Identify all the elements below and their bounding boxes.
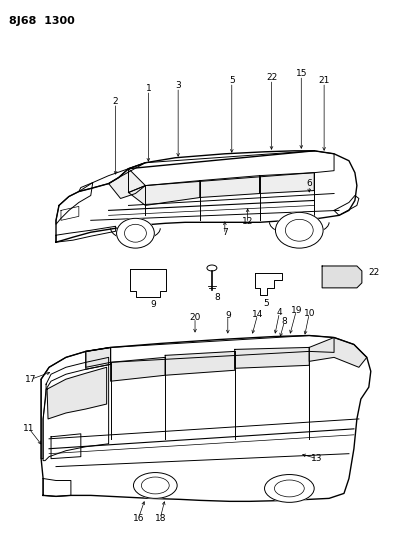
Ellipse shape bbox=[133, 473, 177, 498]
Text: 18: 18 bbox=[154, 514, 166, 523]
Text: 9: 9 bbox=[150, 300, 156, 309]
Polygon shape bbox=[334, 196, 359, 215]
Text: 8: 8 bbox=[281, 317, 287, 326]
Polygon shape bbox=[41, 348, 111, 459]
Text: 8J68  1300: 8J68 1300 bbox=[9, 16, 75, 26]
Polygon shape bbox=[47, 367, 107, 419]
Text: 10: 10 bbox=[304, 309, 315, 318]
Polygon shape bbox=[255, 273, 283, 295]
Polygon shape bbox=[235, 348, 309, 368]
Polygon shape bbox=[165, 351, 235, 375]
Ellipse shape bbox=[275, 212, 323, 248]
Text: 20: 20 bbox=[189, 313, 201, 322]
Text: 17: 17 bbox=[25, 375, 37, 384]
Text: 13: 13 bbox=[311, 454, 323, 463]
Polygon shape bbox=[51, 434, 81, 459]
Text: 3: 3 bbox=[175, 81, 181, 90]
Text: 4: 4 bbox=[277, 308, 282, 317]
Text: 15: 15 bbox=[296, 69, 307, 78]
Polygon shape bbox=[129, 181, 200, 205]
Polygon shape bbox=[109, 168, 145, 198]
Text: 14: 14 bbox=[252, 310, 263, 319]
Text: 1: 1 bbox=[146, 84, 151, 93]
Polygon shape bbox=[129, 151, 334, 192]
Ellipse shape bbox=[265, 474, 314, 502]
Text: 9: 9 bbox=[225, 311, 231, 320]
Polygon shape bbox=[86, 348, 111, 369]
Polygon shape bbox=[322, 266, 362, 288]
Polygon shape bbox=[43, 479, 71, 496]
Text: 5: 5 bbox=[263, 299, 269, 308]
Text: 5: 5 bbox=[229, 76, 235, 85]
Polygon shape bbox=[43, 357, 109, 461]
Polygon shape bbox=[86, 335, 334, 367]
Text: 19: 19 bbox=[291, 306, 302, 315]
Polygon shape bbox=[79, 163, 145, 191]
Text: 12: 12 bbox=[242, 217, 254, 226]
Polygon shape bbox=[309, 337, 367, 367]
Polygon shape bbox=[41, 335, 371, 502]
Text: 16: 16 bbox=[133, 514, 144, 523]
Text: 22: 22 bbox=[266, 73, 277, 82]
Polygon shape bbox=[56, 183, 93, 224]
Text: 2: 2 bbox=[113, 96, 118, 106]
Ellipse shape bbox=[207, 265, 217, 271]
Text: 22: 22 bbox=[369, 269, 380, 278]
Text: 7: 7 bbox=[222, 228, 228, 237]
Text: 6: 6 bbox=[306, 179, 312, 188]
Polygon shape bbox=[200, 176, 259, 198]
Polygon shape bbox=[111, 357, 165, 381]
Ellipse shape bbox=[117, 219, 154, 248]
Text: 11: 11 bbox=[23, 424, 35, 433]
Text: 21: 21 bbox=[318, 76, 330, 85]
Text: 8: 8 bbox=[214, 293, 220, 302]
Polygon shape bbox=[259, 173, 314, 193]
Polygon shape bbox=[56, 151, 357, 242]
Polygon shape bbox=[131, 269, 166, 297]
Polygon shape bbox=[56, 227, 115, 242]
